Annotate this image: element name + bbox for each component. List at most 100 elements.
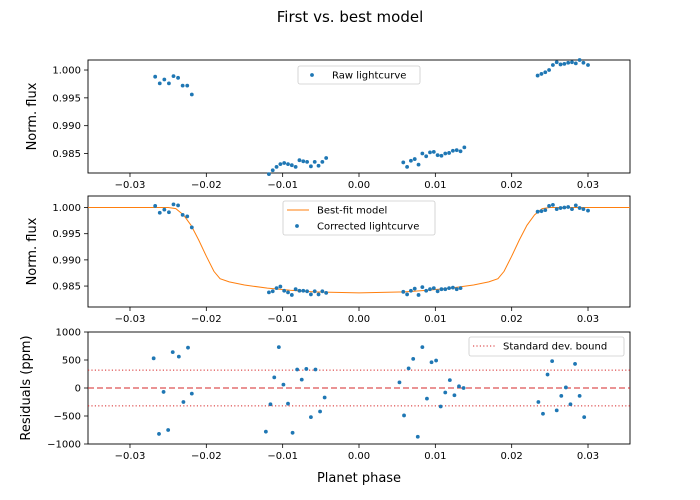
data-point bbox=[539, 209, 544, 214]
data-point bbox=[586, 208, 590, 213]
x-tick-label: −0.03 bbox=[115, 314, 146, 325]
data-point bbox=[301, 159, 306, 164]
model-line bbox=[88, 207, 630, 294]
data-point bbox=[270, 168, 275, 173]
data-point bbox=[157, 81, 162, 86]
y-axis-label: Norm. flux bbox=[25, 82, 40, 150]
data-point bbox=[420, 151, 425, 156]
legend-marker bbox=[295, 224, 299, 228]
data-point bbox=[309, 415, 313, 420]
data-point bbox=[562, 61, 567, 66]
data-point bbox=[566, 60, 571, 65]
data-point bbox=[581, 60, 586, 65]
data-point bbox=[180, 83, 185, 88]
data-point bbox=[420, 345, 425, 350]
data-point bbox=[157, 210, 162, 215]
data-point bbox=[573, 362, 577, 366]
data-point bbox=[289, 293, 294, 297]
data-point bbox=[305, 289, 309, 294]
data-point bbox=[297, 288, 302, 293]
data-point bbox=[289, 163, 294, 168]
data-point bbox=[274, 164, 279, 169]
x-tick-label: 0.00 bbox=[348, 451, 370, 462]
data-point bbox=[434, 358, 439, 363]
data-point bbox=[397, 380, 402, 385]
x-tick-label: 0.02 bbox=[501, 451, 523, 462]
panel-raw-lightcurve: −0.03 −0.02 −0.01 0.00 0.01 0.02 0.03 0.985 0.99… bbox=[25, 58, 631, 191]
data-point bbox=[429, 360, 434, 365]
x-tick-label: 0.02 bbox=[501, 314, 523, 325]
data-point bbox=[162, 77, 167, 82]
data-point bbox=[293, 287, 298, 292]
data-point bbox=[189, 92, 194, 97]
data-point bbox=[447, 151, 451, 155]
y-tick-label: 0.985 bbox=[52, 149, 81, 160]
legend-frame bbox=[282, 200, 436, 236]
data-point bbox=[563, 385, 568, 390]
data-point bbox=[176, 75, 180, 80]
data-point bbox=[424, 288, 429, 293]
data-point bbox=[312, 159, 317, 164]
y-axis-label: Residuals (ppm) bbox=[19, 335, 34, 440]
y-axis-label: Norm. flux bbox=[25, 217, 40, 285]
legend: Best-fit model Corrected lightcurve bbox=[282, 200, 436, 236]
data-point bbox=[309, 164, 313, 169]
data-point bbox=[554, 60, 559, 65]
data-point bbox=[573, 61, 578, 66]
data-point bbox=[458, 286, 463, 291]
data-point bbox=[541, 411, 545, 416]
data-point bbox=[189, 391, 194, 396]
data-point bbox=[313, 367, 318, 372]
data-point bbox=[438, 404, 443, 409]
x-tick-label: −0.02 bbox=[191, 314, 222, 325]
data-point bbox=[412, 286, 417, 291]
data-point bbox=[535, 209, 540, 214]
data-point bbox=[293, 164, 298, 169]
x-tick-label: −0.01 bbox=[267, 451, 298, 462]
data-point bbox=[272, 375, 277, 380]
x-tick-label: −0.02 bbox=[191, 180, 222, 191]
data-point bbox=[452, 393, 457, 398]
data-point bbox=[425, 396, 429, 401]
data-point bbox=[318, 409, 322, 414]
x-tick-label: 0.03 bbox=[577, 451, 599, 462]
data-point bbox=[570, 207, 574, 211]
data-point bbox=[416, 162, 421, 167]
data-point bbox=[461, 386, 466, 390]
x-tick-label: −0.03 bbox=[115, 451, 146, 462]
y-tick-label: 1000 bbox=[56, 328, 81, 339]
y-tick-label: 0.985 bbox=[52, 282, 81, 293]
data-point bbox=[406, 366, 411, 371]
x-tick-label: 0.03 bbox=[577, 180, 599, 191]
data-point bbox=[577, 393, 582, 398]
y-tick-label: 0.995 bbox=[52, 93, 81, 104]
legend-label: Corrected lightcurve bbox=[317, 222, 419, 233]
x-tick-label: 0.02 bbox=[501, 180, 523, 191]
data-point bbox=[420, 285, 425, 290]
data-point bbox=[577, 58, 582, 62]
panel-residuals: −0.03 −0.02 −0.01 0.00 0.01 0.02 0.03 −1000 −500… bbox=[19, 328, 631, 462]
y-tick-label: −500 bbox=[54, 412, 81, 423]
data-point bbox=[286, 290, 290, 295]
data-point bbox=[282, 161, 287, 165]
panel-best-fit: −0.03 −0.02 −0.01 0.00 0.01 0.02 0.03 0.985 0.99… bbox=[25, 195, 631, 325]
x-axis-label: Planet phase bbox=[317, 471, 401, 486]
data-point bbox=[274, 286, 279, 291]
data-point bbox=[295, 367, 300, 372]
data-point bbox=[412, 157, 417, 161]
data-point bbox=[276, 345, 281, 350]
data-point bbox=[151, 356, 156, 361]
data-point bbox=[278, 162, 283, 166]
data-point bbox=[454, 148, 459, 153]
data-point bbox=[263, 429, 268, 434]
data-point bbox=[550, 203, 555, 207]
data-point bbox=[157, 432, 161, 436]
y-tick-label: 500 bbox=[62, 356, 81, 367]
data-point bbox=[415, 434, 420, 439]
data-point bbox=[462, 145, 467, 150]
data-point bbox=[166, 428, 171, 432]
y-tick-label: 0.990 bbox=[52, 255, 81, 266]
data-point bbox=[286, 401, 290, 406]
legend-frame bbox=[468, 336, 625, 357]
